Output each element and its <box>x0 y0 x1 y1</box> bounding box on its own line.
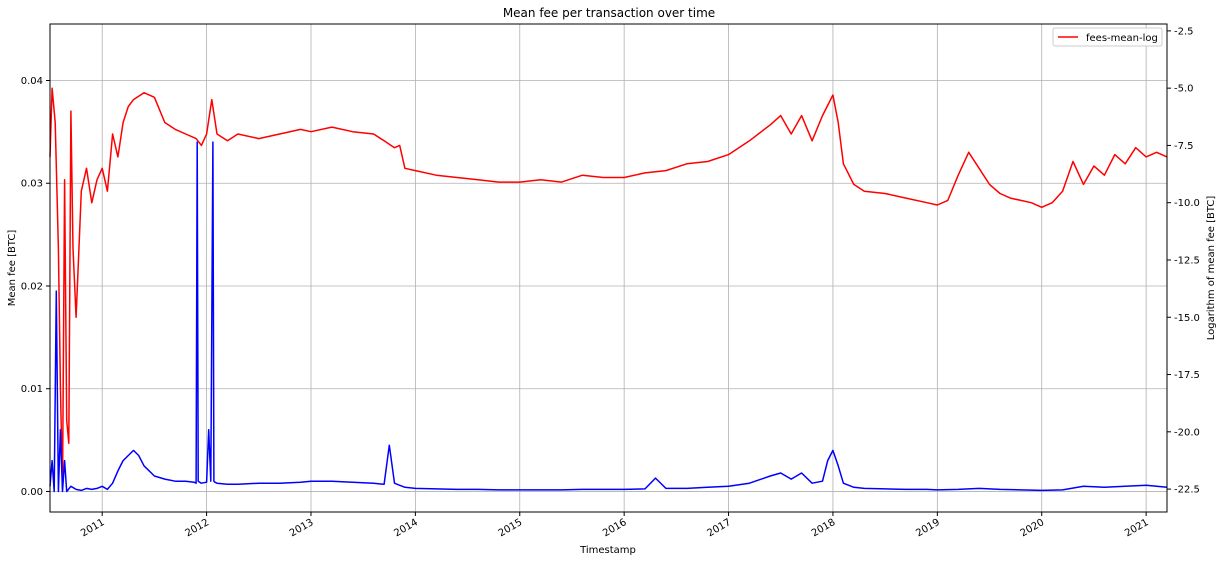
y-right-tick-label: -5.0 <box>1174 84 1194 95</box>
series-line-fees-mean-log <box>49 87 1168 490</box>
x-tick-label: 2015 <box>497 517 525 539</box>
y-right-tick-label: -12.5 <box>1174 255 1200 266</box>
y-axis-label: Mean fee [BTC] <box>7 230 18 307</box>
grid <box>50 24 1167 512</box>
plot-frame <box>49 23 1168 513</box>
x-ticks: 2011 2012 2013 2014 2015 2016 2017 2018 2019 2020… <box>79 512 1151 539</box>
y-ticks: 0.00 0.01 0.02 0.03 0.04 <box>21 76 50 498</box>
x-tick-label: 2016 <box>601 517 629 539</box>
x-tick-label: 2012 <box>184 517 212 539</box>
x-tick-label: 2021 <box>1123 517 1151 539</box>
y-right-tick-label: -22.5 <box>1174 485 1200 496</box>
series-line-series-1 <box>49 141 1168 493</box>
y-ticks-right: -2.5 -5.0 -7.5 -10.0 -12.5 -15.0 -17.5 -20.0 -22… <box>1167 26 1200 496</box>
y-right-tick-label: -7.5 <box>1174 141 1194 152</box>
x-tick-label: 2019 <box>914 517 942 539</box>
x-axis-label: Timestamp <box>579 545 636 556</box>
x-tick-label: 2014 <box>392 517 420 539</box>
y-right-tick-label: -15.0 <box>1174 313 1200 324</box>
legend-label: fees-mean-log <box>1086 33 1158 44</box>
x-tick-label: 2011 <box>79 517 107 539</box>
y-axis-label-right: Logarithm of mean fee [BTC] <box>1206 196 1217 341</box>
legend-box <box>1052 27 1163 47</box>
x-tick-label: 2020 <box>1019 517 1047 539</box>
y-right-tick-label: -10.0 <box>1174 198 1200 209</box>
x-tick-label: 2017 <box>706 517 734 539</box>
y-right-tick-label: -2.5 <box>1174 26 1194 37</box>
series-layer <box>49 87 1168 493</box>
y-right-tick-label: -17.5 <box>1174 370 1200 381</box>
y-right-tick-label: -20.0 <box>1174 427 1200 438</box>
y-tick-label: 0.02 <box>21 281 43 292</box>
x-tick-label: 2013 <box>288 517 316 539</box>
chart-title: Mean fee per transaction over time <box>503 6 715 20</box>
legend: fees-mean-log <box>1052 27 1163 47</box>
x-tick-label: 2018 <box>810 517 838 539</box>
y-tick-label: 0.00 <box>21 487 43 498</box>
y-tick-label: 0.04 <box>21 76 43 87</box>
y-tick-label: 0.03 <box>21 179 43 190</box>
y-tick-label: 0.01 <box>21 384 43 395</box>
